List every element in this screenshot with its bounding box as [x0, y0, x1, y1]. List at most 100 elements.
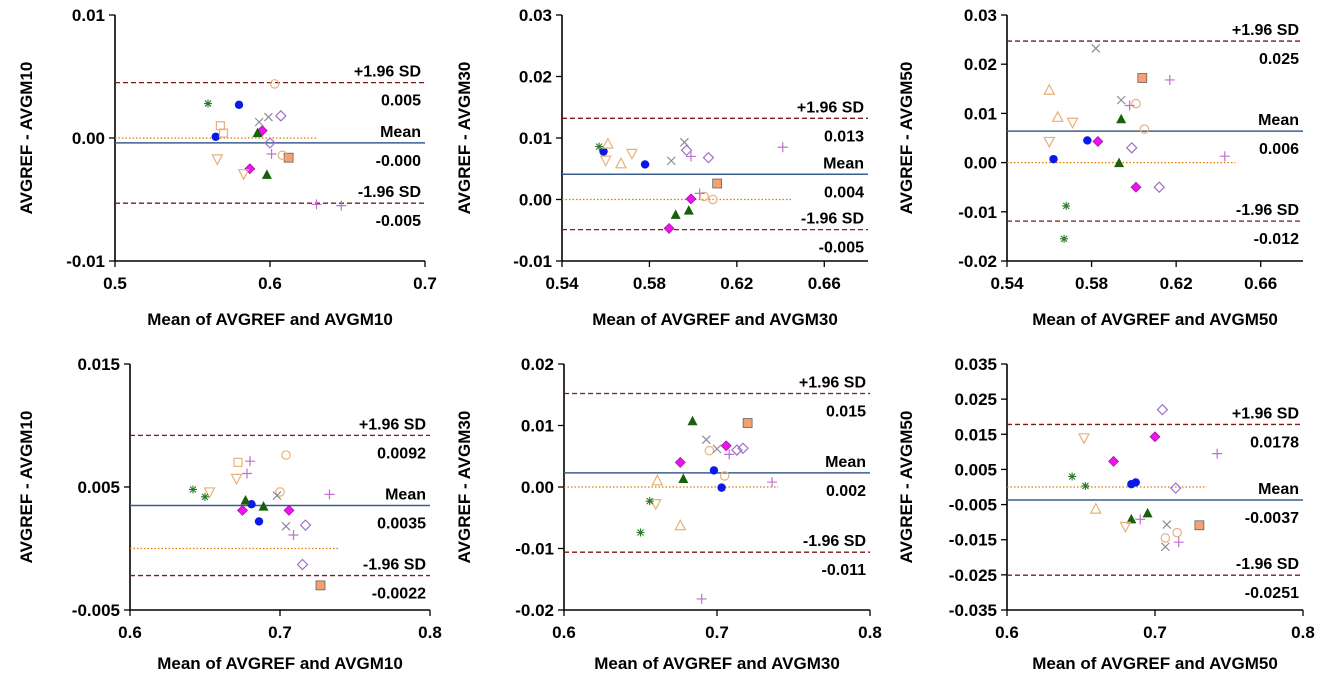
y-tick-label: 0.01 [964, 104, 997, 123]
plus-point [724, 449, 735, 460]
square-point [315, 580, 326, 591]
triangle-point [252, 127, 263, 138]
x-tick-label: 0.8 [1291, 623, 1315, 642]
open-circle-point [708, 194, 718, 205]
x-point [712, 444, 722, 454]
data-points [189, 450, 335, 591]
upper-loa-value: 0.013 [824, 128, 864, 145]
y-tick-label: 0.005 [954, 460, 997, 479]
open-triangle-point [651, 474, 664, 486]
circle-point [234, 100, 244, 109]
y-tick-label: 0.005 [77, 478, 120, 497]
mean-value: 0.002 [826, 483, 866, 500]
x-tick-label: 0.58 [633, 274, 666, 293]
star-point [201, 492, 209, 501]
lower-loa-label: -1.96 SD [801, 211, 864, 228]
y-tick-label: 0.00 [519, 191, 552, 210]
triangle-point [687, 415, 698, 426]
y-tick-label: 0.02 [519, 68, 552, 87]
open-diamond-point [1169, 482, 1182, 494]
circle-point [640, 160, 650, 169]
x-tick-label: 0.6 [258, 274, 282, 293]
x-axis-title: Mean of AVGREF and AVGM30 [594, 654, 840, 673]
y-tick-label: -0.01 [958, 203, 997, 222]
star-point [645, 497, 654, 506]
circle-point [1049, 154, 1058, 164]
plus-point [1135, 514, 1146, 525]
x-point [272, 491, 282, 501]
mean-label: Mean [385, 486, 426, 503]
y-axis-title: AVGREF - AVGM50 [897, 411, 916, 564]
open-down-triangle-point [625, 148, 638, 161]
y-axis-title: AVGREF - AVGM50 [897, 62, 916, 215]
open-down-triangle-point [1119, 521, 1132, 534]
y-tick-label: -0.025 [949, 566, 997, 585]
y-tick-label: 0.01 [519, 129, 552, 148]
upper-loa-value: 0.015 [826, 404, 866, 421]
upper-loa-label: +1.96 SD [797, 99, 864, 116]
lower-loa-value: -0.0251 [1245, 585, 1299, 602]
triangle-point [1116, 113, 1127, 124]
open-down-triangle-point [1077, 433, 1090, 445]
open-down-triangle-point [1043, 136, 1056, 149]
x-axis-title: Mean of AVGREF and AVGM10 [157, 654, 403, 673]
square-point [283, 152, 294, 163]
x-tick-label: 0.7 [268, 623, 292, 642]
open-square-point [215, 121, 225, 131]
upper-loa-label: +1.96 SD [1232, 22, 1299, 39]
y-tick-label: -0.01 [513, 252, 552, 271]
open-circle-point [719, 471, 730, 481]
mean-label: Mean [1258, 112, 1299, 129]
y-tick-label: 0.03 [964, 6, 997, 25]
square-point [1137, 73, 1148, 83]
upper-loa-value: 0.025 [1259, 51, 1299, 68]
x-tick-label: 0.8 [418, 623, 442, 642]
star-point [189, 485, 197, 494]
lower-loa-value: -0.011 [822, 562, 867, 579]
x-axis-title: Mean of AVGREF and AVGM30 [592, 310, 838, 329]
plus-point [696, 593, 707, 604]
y-tick-label: 0.01 [72, 6, 105, 25]
open-circle-point [281, 450, 291, 460]
x-axis-title: Mean of AVGREF and AVGM10 [147, 310, 393, 329]
lower-loa-label: -1.96 SD [363, 557, 426, 574]
triangle-point [1142, 507, 1153, 518]
mean-value: -0.0037 [1245, 510, 1299, 527]
open-triangle-point [615, 157, 628, 169]
plus-point [685, 151, 696, 162]
open-down-triangle-point [1066, 117, 1079, 130]
upper-loa-value: 0.0178 [1250, 434, 1299, 451]
triangle-point [670, 209, 681, 219]
diamond-point [283, 504, 295, 516]
diamond-point [674, 456, 686, 468]
open-triangle-point [1043, 83, 1056, 95]
plus-point [288, 529, 299, 540]
square-point [712, 178, 723, 189]
x-point [264, 112, 273, 122]
open-diamond-point [296, 558, 309, 571]
data-points [1043, 44, 1230, 243]
lower-loa-label: -1.96 SD [1236, 556, 1299, 573]
x-tick-label: 0.62 [720, 274, 753, 293]
x-point [1162, 520, 1172, 530]
square-point [1194, 520, 1205, 531]
open-diamond-point [264, 137, 276, 149]
y-tick-label: 0.02 [964, 55, 997, 74]
star-point [636, 528, 645, 537]
circle-point [717, 483, 726, 492]
y-tick-label: 0.025 [954, 390, 997, 409]
open-diamond-point [1153, 181, 1166, 194]
open-triangle-point [1051, 110, 1064, 122]
y-tick-label: -0.02 [958, 252, 997, 271]
x-tick-label: 0.5 [103, 274, 127, 293]
panel-1: -0.01 0.00 0.01 0.5 0.6 0.7 Mean of AVGREF and… [17, 6, 437, 329]
x-tick-label: 0.7 [705, 623, 729, 642]
mean-label: Mean [825, 454, 866, 471]
diamond-point [1092, 136, 1104, 147]
open-triangle-point [674, 518, 687, 531]
mean-value: 0.006 [1259, 141, 1299, 158]
open-circle-point [704, 445, 715, 456]
open-circle-point [277, 150, 288, 161]
diamond-point [237, 504, 248, 516]
